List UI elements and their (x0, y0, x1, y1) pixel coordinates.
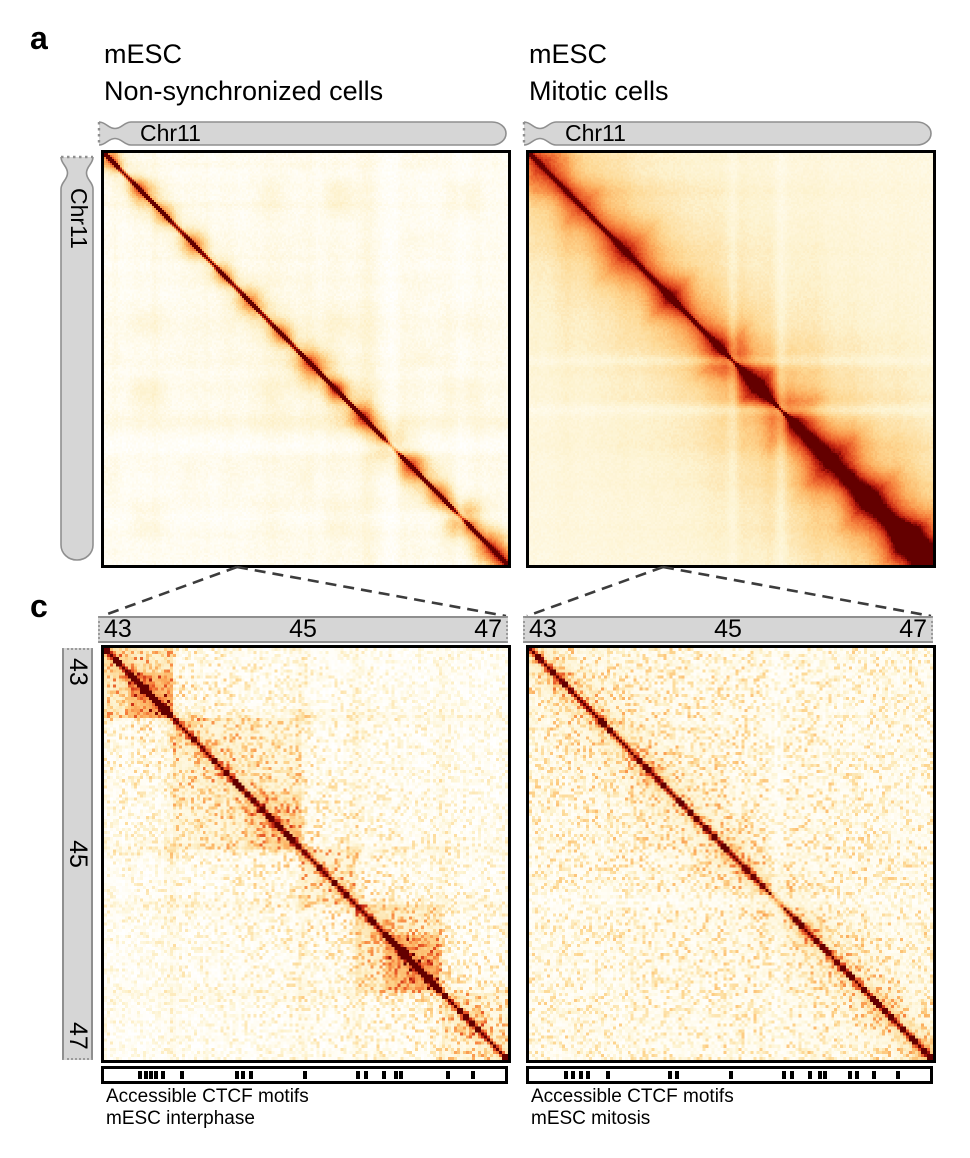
ctcf-motif-tick (303, 1071, 308, 1079)
ctcf-motif-tick (578, 1071, 583, 1079)
ctcf-motif-tick (248, 1071, 253, 1079)
y-tick-47: 47 (64, 1022, 92, 1050)
ctcf-motif-tick (570, 1071, 575, 1079)
chromosome-shape (97, 121, 507, 146)
hic-map-mitotic (526, 150, 936, 568)
ctcf-motif-tick (667, 1071, 672, 1079)
hic-map-nonsynchronized-canvas (104, 153, 508, 565)
ctcf-motif-tick (789, 1071, 794, 1079)
panel-a-label: a (30, 20, 48, 56)
title-mitotic: mESC Mitotic cells (529, 36, 669, 110)
chrom-label-left: Chr11 (140, 120, 201, 146)
caption-interphase-line2: mESC interphase (106, 1108, 255, 1129)
ctcf-motif-tick (563, 1071, 568, 1079)
ctcf-motif-tick (364, 1071, 369, 1079)
hic-map-nonsynchronized (101, 150, 511, 568)
x-tick-43: 43 (529, 615, 557, 643)
caption-mitosis: Accessible CTCF motifs mESC mitosis (531, 1086, 734, 1130)
ctcf-motif-tick (149, 1071, 154, 1079)
ctcf-motif-tick (817, 1071, 822, 1079)
coords-bar-top-right: 43 45 47 (523, 616, 933, 643)
ctcf-motif-tick (781, 1071, 786, 1079)
title-mitotic-line2: Mitotic cells (529, 76, 669, 106)
title-nonsync: mESC Non-synchronized cells (104, 36, 383, 110)
ctcf-motif-tick (153, 1071, 158, 1079)
caption-interphase-line1: Accessible CTCF motifs (106, 1086, 309, 1107)
chrom-label-side: Chr11 (66, 188, 92, 249)
ctcf-motif-tick (729, 1071, 734, 1079)
x-tick-47: 47 (474, 615, 502, 643)
ctcf-motif-tick (399, 1071, 404, 1079)
hic-zoom-map-interphase-canvas (104, 648, 508, 1060)
title-nonsync-line1: mESC (104, 39, 183, 69)
caption-interphase: Accessible CTCF motifs mESC interphase (106, 1086, 309, 1130)
ctcf-motif-tick (393, 1071, 398, 1079)
chromosome-ideogram-horizontal-left: Chr11 (96, 119, 508, 148)
ctcf-track-mitosis (526, 1066, 933, 1084)
ctcf-motif-tick (470, 1071, 475, 1079)
chromosome-shape (60, 155, 94, 561)
hic-map-mitotic-canvas (529, 153, 933, 565)
ctcf-motif-tick (896, 1071, 901, 1079)
chromosome-shape (522, 121, 932, 146)
ctcf-motif-tick (871, 1071, 876, 1079)
ctcf-motif-tick (355, 1071, 360, 1079)
hic-zoom-map-interphase (101, 645, 511, 1063)
ctcf-motif-tick (138, 1071, 143, 1079)
panel-c-label: c (30, 588, 48, 624)
ctcf-motif-tick (674, 1071, 679, 1079)
y-tick-45: 45 (64, 840, 92, 868)
caption-mitosis-line1: Accessible CTCF motifs (531, 1086, 734, 1107)
ctcf-motif-tick (160, 1071, 165, 1079)
ctcf-motif-tick (605, 1071, 610, 1079)
x-tick-45: 45 (289, 615, 317, 643)
coords-bar-top-left: 43 45 47 (98, 616, 508, 643)
chromosome-ideogram-horizontal-right: Chr11 (521, 119, 933, 148)
chrom-label-right: Chr11 (565, 120, 626, 146)
chromosome-ideogram-vertical: Chr11 (58, 154, 96, 564)
ctcf-motif-tick (180, 1071, 185, 1079)
hic-zoom-map-mitotic (526, 645, 936, 1063)
caption-mitosis-line2: mESC mitosis (531, 1108, 651, 1129)
title-nonsync-line2: Non-synchronized cells (104, 76, 384, 106)
ctcf-motif-tick (848, 1071, 853, 1079)
ctcf-track-interphase (101, 1066, 508, 1084)
x-tick-47: 47 (899, 615, 927, 643)
ctcf-motif-tick (855, 1071, 860, 1079)
x-tick-43: 43 (104, 615, 132, 643)
ctcf-motif-tick (446, 1071, 451, 1079)
coords-bar-side: 43 45 47 (62, 648, 93, 1060)
x-tick-45: 45 (714, 615, 742, 643)
ctcf-motif-tick (807, 1071, 812, 1079)
y-tick-43: 43 (64, 658, 92, 686)
ctcf-motif-tick (585, 1071, 590, 1079)
title-mitotic-line1: mESC (529, 39, 608, 69)
hic-zoom-map-mitotic-canvas (529, 648, 933, 1060)
ctcf-motif-tick (234, 1071, 239, 1079)
ctcf-motif-tick (823, 1071, 828, 1079)
ctcf-motif-tick (241, 1071, 246, 1079)
ctcf-motif-tick (143, 1071, 148, 1079)
ctcf-motif-tick (381, 1071, 386, 1079)
